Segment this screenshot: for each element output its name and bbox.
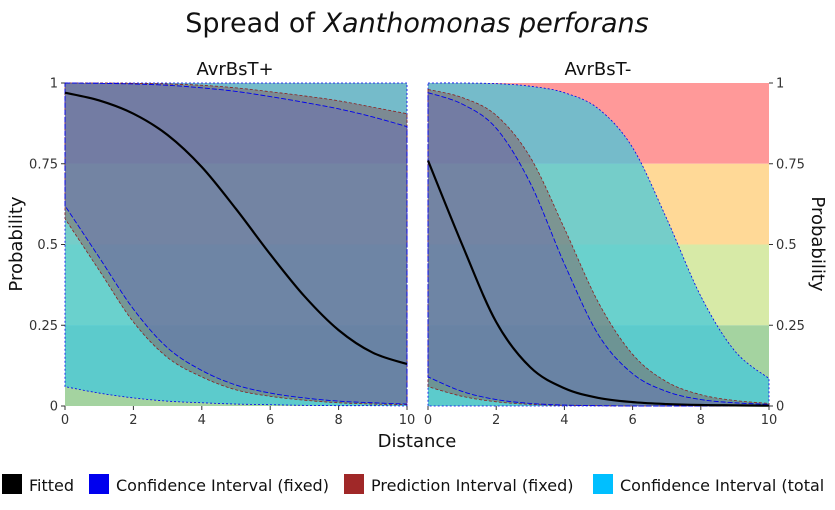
x-tick-label-avrbst-plus-1: 2 (129, 413, 137, 428)
x-tick-label-avrbst-minus-0: 0 (424, 413, 432, 428)
y-tick-label-right-3: 0.75 (776, 157, 805, 172)
fitted-line-avrbst-plus (64, 91, 408, 366)
x-tick-label-avrbst-plus-0: 0 (61, 413, 69, 428)
fitted-line-avrbst-minus (426, 160, 770, 407)
ci-fixed-ribbon-avrbst-plus (64, 82, 408, 405)
y-tick-label-left-3: 0.75 (29, 157, 58, 172)
y-axis-left: 0 0.25 0.5 0.75 1 (29, 77, 65, 415)
pi-fixed-ribbon-avrbst-minus (427, 88, 770, 407)
x-tick-label-avrbst-minus-5: 10 (761, 413, 778, 428)
y-tick-label-left-4: 1 (50, 77, 58, 92)
y-tick-label-right-1: 0.25 (776, 319, 805, 334)
x-tick-label-avrbst-plus-4: 8 (334, 413, 342, 428)
y-axis-right-title: Probability (807, 196, 828, 291)
chart-title-species: Xanthomonas perforans (322, 8, 649, 39)
legend-label-1: Confidence Interval (fixed) (116, 476, 329, 495)
legend-label-0: Fitted (29, 476, 74, 495)
x-tick-label-avrbst-minus-3: 6 (628, 413, 636, 428)
x-tick-label-avrbst-plus-3: 6 (266, 413, 274, 428)
legend-label-2: Prediction Interval (fixed) (371, 476, 573, 495)
pi-fixed-ribbon-avrbst-plus (64, 82, 408, 406)
x-tick-label-avrbst-minus-1: 2 (492, 413, 500, 428)
facet-panel-avrbst-minus (426, 82, 770, 407)
x-tick-label-avrbst-plus-5: 10 (399, 413, 416, 428)
y-tick-label-left-0: 0 (50, 400, 58, 415)
y-tick-label-left-2: 0.5 (37, 238, 58, 253)
facet-label-avrbst-minus: AvrBsT- (565, 59, 632, 80)
y-axis-right: 0 0.25 0.5 0.75 1 (769, 77, 805, 415)
legend-swatch-3 (593, 474, 613, 494)
legend-swatch-0 (2, 474, 22, 494)
y-tick-label-right-0: 0 (776, 400, 784, 415)
y-tick-label-right-2: 0.5 (776, 238, 797, 253)
x-axis-title: Distance (378, 431, 457, 452)
y-axis-left-title: Probability (6, 196, 27, 291)
y-tick-label-right-4: 1 (776, 77, 784, 92)
x-tick-label-avrbst-minus-2: 4 (560, 413, 568, 428)
legend: Fitted Confidence Interval (fixed) Predict… (2, 474, 824, 495)
legend-swatch-1 (89, 474, 109, 494)
chart-title: Spread of Xanthomonas perforans (185, 8, 648, 39)
ci-total-ribbon-avrbst-minus (427, 82, 770, 407)
legend-swatch-2 (344, 474, 364, 494)
ci-fixed-ribbon-avrbst-minus (427, 92, 770, 407)
x-tick-label-avrbst-minus-4: 8 (697, 413, 705, 428)
legend-label-3: Confidence Interval (total (620, 476, 824, 495)
chart-title-prefix: Spread of (185, 8, 323, 39)
x-axis: 0 2 4 6 8 10 0 2 4 6 8 10 (61, 406, 777, 428)
facet-panel-avrbst-plus (64, 82, 408, 407)
x-tick-label-avrbst-plus-2: 4 (198, 413, 206, 428)
facet-label-avrbst-plus: AvrBsT+ (196, 59, 273, 80)
y-tick-label-left-1: 0.25 (29, 319, 58, 334)
